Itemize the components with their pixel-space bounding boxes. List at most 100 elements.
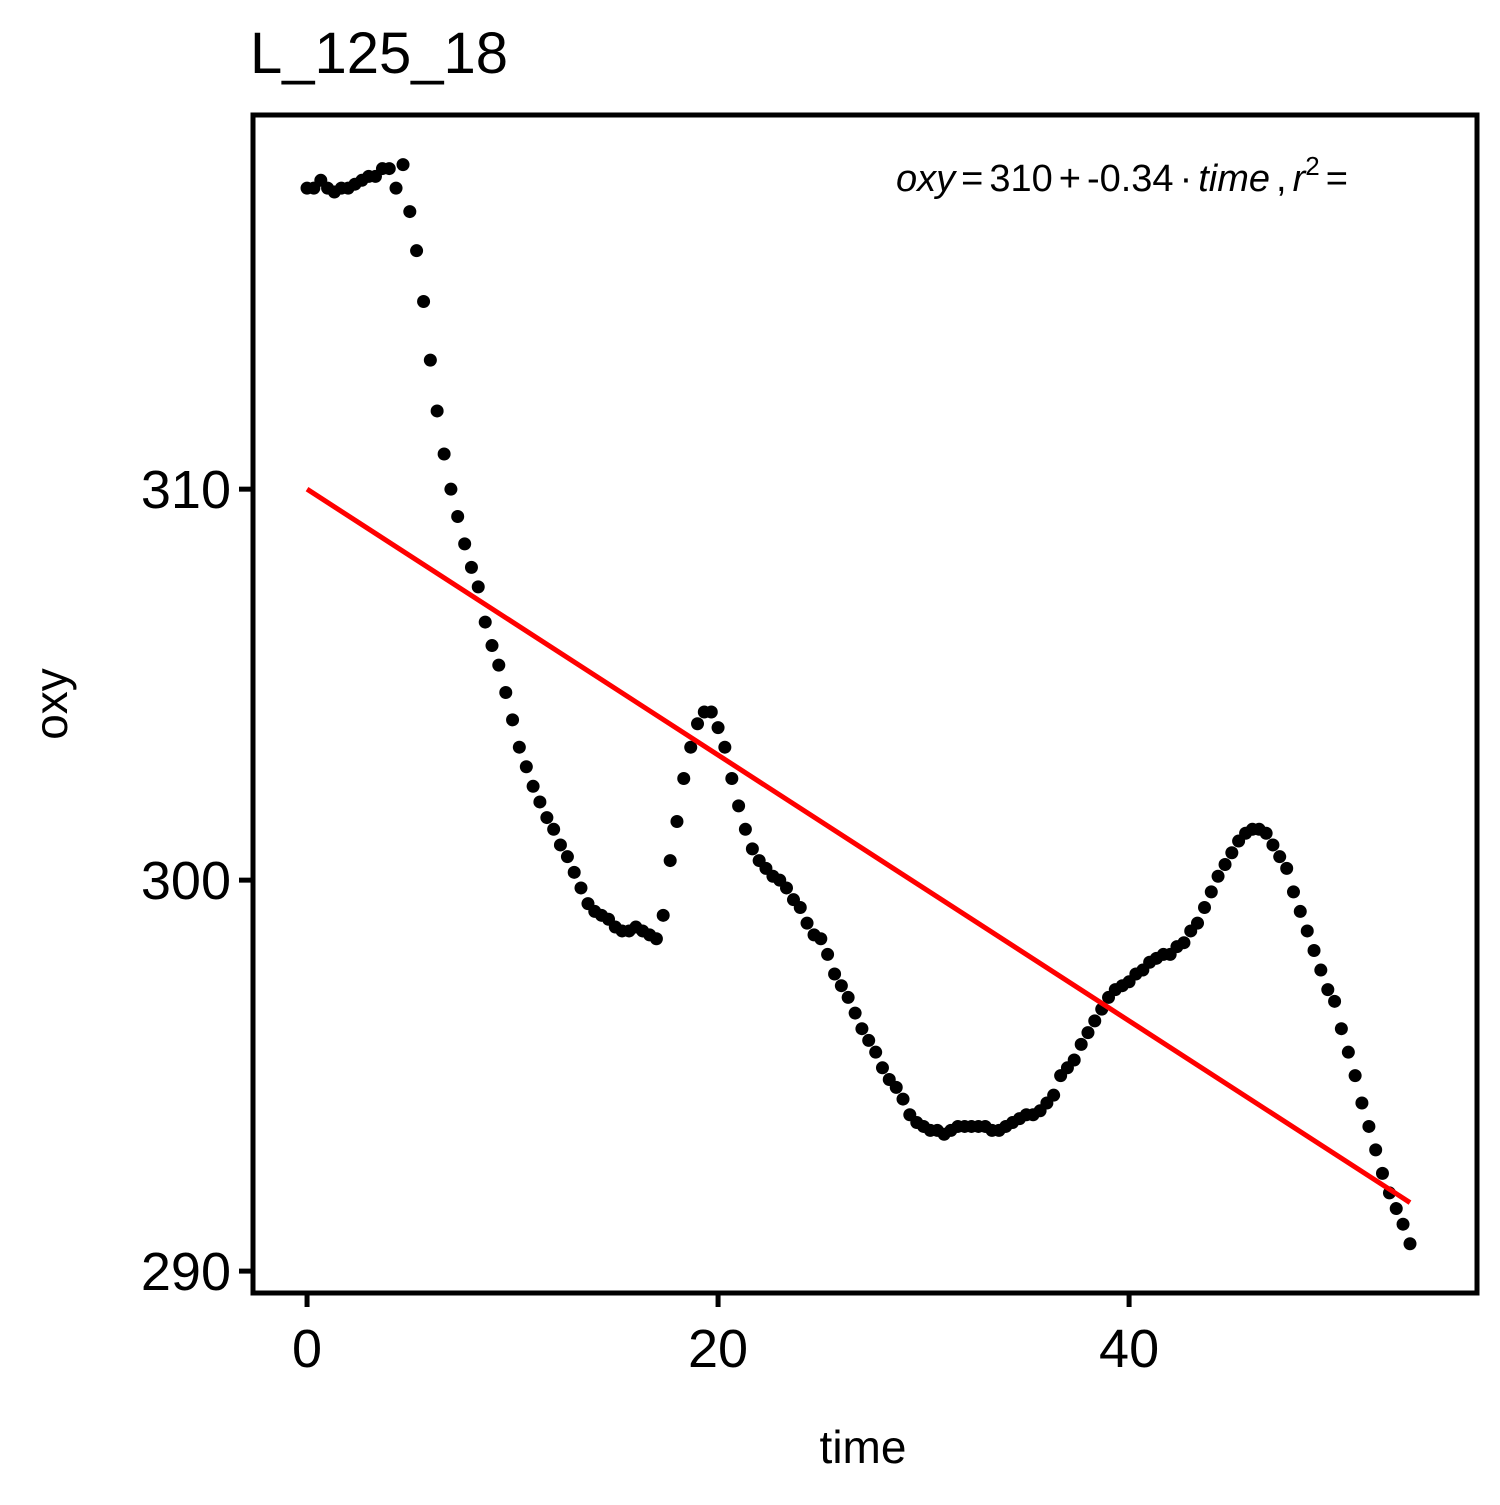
point [1396,1217,1410,1231]
point [1218,857,1232,871]
point [1273,850,1287,864]
point [1088,1014,1102,1028]
point [814,932,828,946]
point [1177,936,1191,950]
point [779,881,793,895]
equation-part: · [1180,158,1193,200]
point [718,740,732,754]
point [828,967,842,981]
point [519,760,533,774]
point [1328,994,1342,1008]
point [732,799,746,813]
point [1280,861,1294,875]
point [1355,1096,1369,1110]
equation: oxy = 310 + -0.34 · time, r2 = [896,151,1348,200]
point [437,447,451,461]
point [540,811,554,825]
point [410,244,424,258]
point [451,510,465,524]
point [1074,1037,1088,1051]
point [1047,1088,1061,1102]
equation-part: -0.34 [1087,158,1174,200]
point [677,771,691,785]
equation-part: = [1326,158,1348,200]
equation-part: oxy [896,158,957,200]
point [684,740,698,754]
point [691,717,705,731]
equation-part: time [1198,158,1270,200]
point [567,865,581,879]
point [738,822,752,836]
point [506,713,520,727]
point [1389,1202,1403,1216]
point [1321,983,1335,997]
x-axis-label: time [820,1421,907,1473]
point [663,854,677,868]
point [1300,924,1314,938]
point [389,181,403,195]
point [896,1092,910,1106]
point [403,205,417,219]
point [1081,1026,1095,1040]
regression-line [305,487,1412,1205]
point [1266,838,1280,852]
point [841,990,855,1004]
x-tick-label: 0 [292,1319,322,1379]
point [800,916,814,930]
point [649,932,663,946]
y-tick-label: 310 [141,460,231,520]
point [499,685,513,699]
point [821,947,835,961]
point [745,842,759,856]
point [382,162,396,176]
y-axis-label: oxy [25,668,77,740]
point [855,1022,869,1036]
plot-frame [250,112,1480,1296]
point [869,1045,883,1059]
point [1259,826,1273,840]
point [1369,1143,1383,1157]
point [848,1006,862,1020]
point [553,838,567,852]
point [533,795,547,809]
point [862,1033,876,1047]
point [1314,963,1328,977]
equation-part: = [961,158,983,200]
point [417,294,431,308]
point [547,822,561,836]
point [1204,885,1218,899]
equation-part: r [1293,158,1307,200]
point [656,908,670,922]
point [834,979,848,993]
point [423,353,437,367]
plot-area: oxy = 310 + -0.34 · time, r2 = [300,151,1417,1251]
point [492,658,506,672]
point [478,615,492,629]
point [1341,1045,1355,1059]
point [793,901,807,915]
point [1403,1237,1417,1251]
point [1286,885,1300,899]
point [574,881,588,895]
equation-part: 310 [989,158,1052,200]
point [875,1061,889,1075]
point [471,580,485,594]
x-tick-label: 20 [688,1319,748,1379]
point [725,771,739,785]
point [396,158,410,172]
point [1067,1053,1081,1067]
point [711,721,725,735]
point [704,705,718,719]
point [1362,1119,1376,1133]
y-tick-label: 300 [141,851,231,911]
point [1293,904,1307,918]
y-tick-label: 290 [141,1242,231,1302]
point [1197,901,1211,915]
point [1225,846,1239,860]
point [485,639,499,653]
equation-part: 2 [1305,151,1319,181]
point [1211,869,1225,883]
point [444,482,458,496]
point [1307,944,1321,958]
